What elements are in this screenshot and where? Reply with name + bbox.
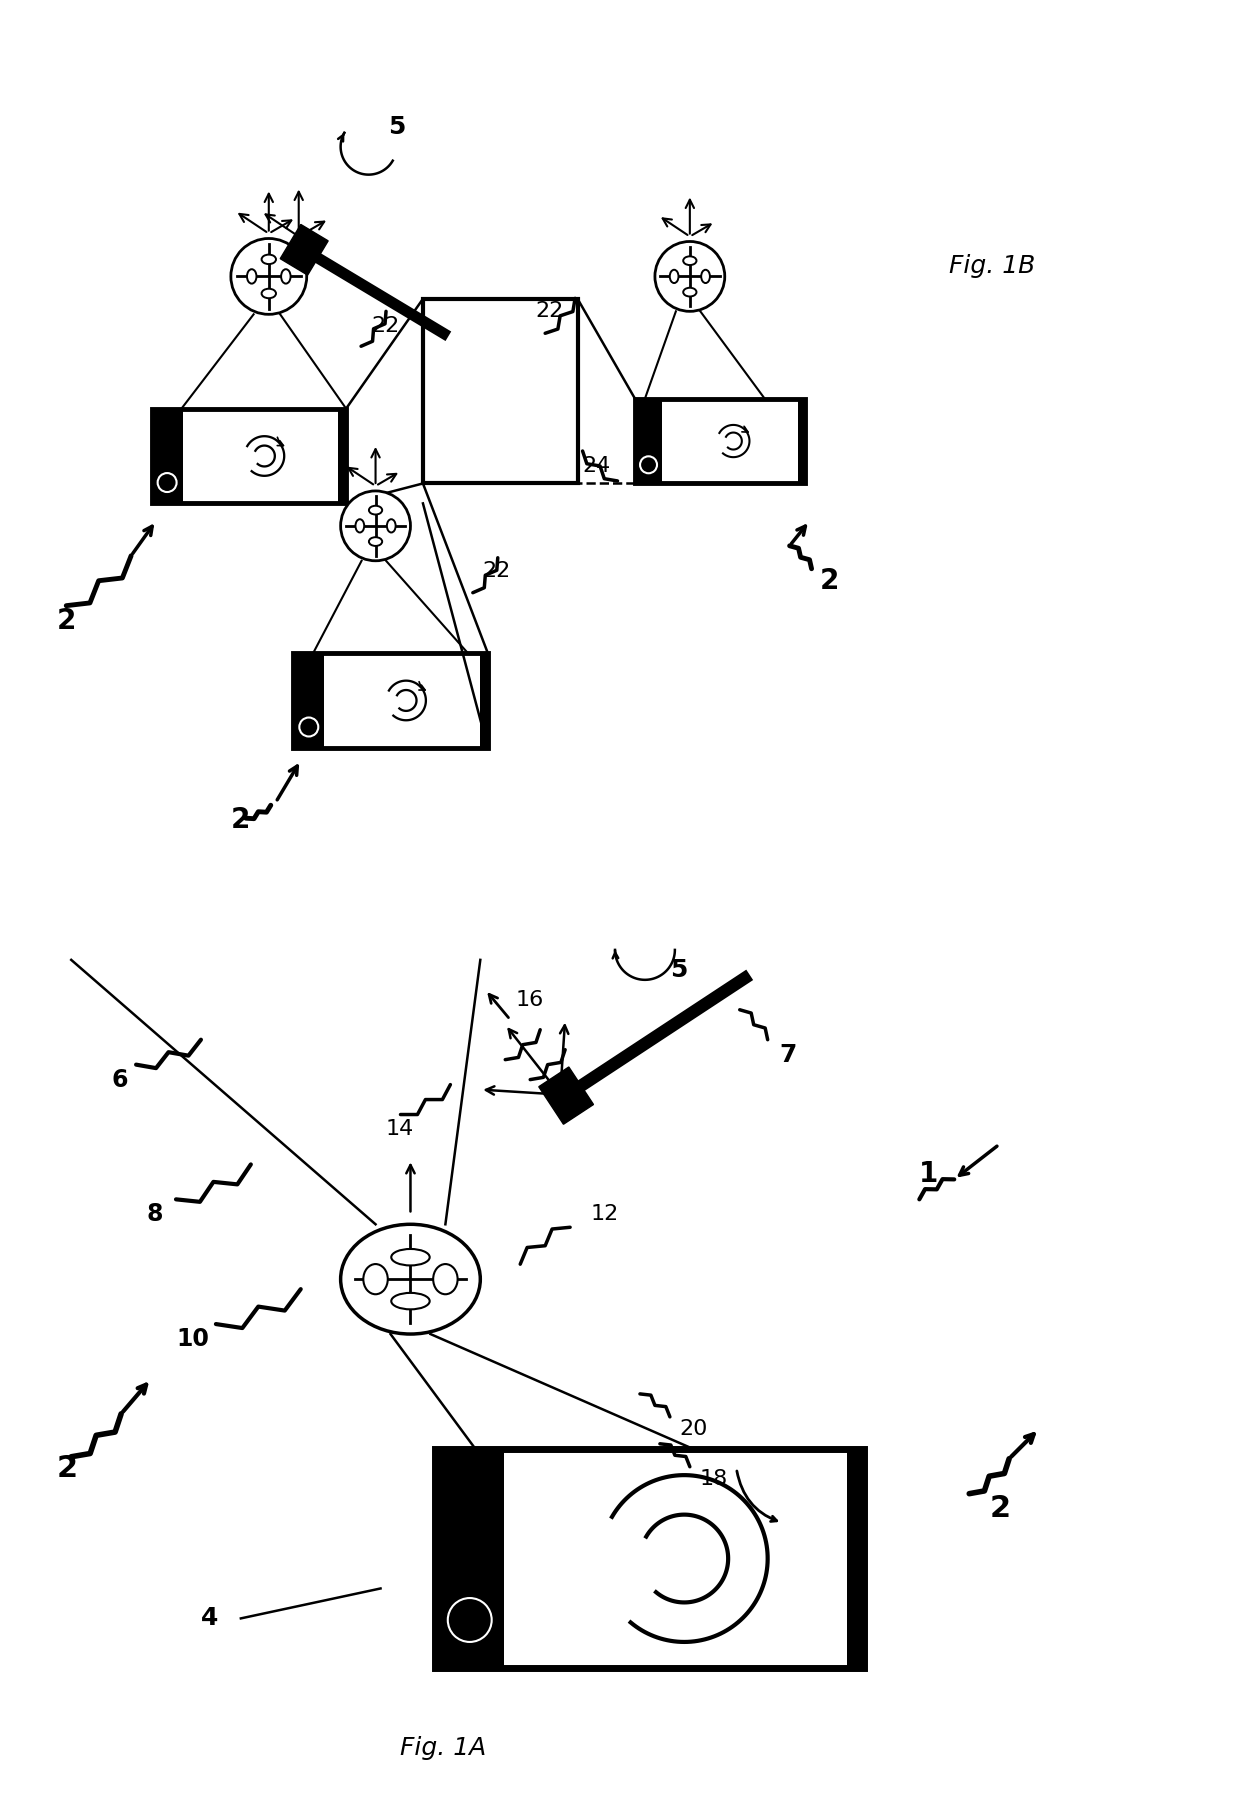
Circle shape bbox=[231, 239, 306, 315]
Text: 22: 22 bbox=[482, 561, 511, 581]
Circle shape bbox=[640, 456, 657, 474]
Ellipse shape bbox=[281, 270, 290, 284]
Polygon shape bbox=[539, 1067, 594, 1123]
Text: 5: 5 bbox=[388, 114, 405, 139]
Ellipse shape bbox=[370, 507, 382, 514]
Text: 18: 18 bbox=[699, 1469, 728, 1489]
Text: 2: 2 bbox=[231, 807, 250, 834]
Bar bbox=[151, 409, 346, 503]
Circle shape bbox=[655, 241, 724, 311]
Text: 24: 24 bbox=[583, 456, 611, 476]
Ellipse shape bbox=[433, 1264, 458, 1293]
Ellipse shape bbox=[683, 288, 697, 297]
Bar bbox=[635, 398, 805, 483]
Text: 8: 8 bbox=[146, 1203, 162, 1227]
Text: 2: 2 bbox=[56, 1454, 77, 1483]
Ellipse shape bbox=[387, 519, 396, 532]
Ellipse shape bbox=[363, 1264, 388, 1293]
Ellipse shape bbox=[392, 1248, 430, 1266]
Text: 2: 2 bbox=[990, 1494, 1011, 1523]
Ellipse shape bbox=[701, 270, 711, 282]
Bar bbox=[435, 1449, 505, 1668]
Bar bbox=[423, 298, 578, 483]
Text: 22: 22 bbox=[371, 317, 399, 336]
Ellipse shape bbox=[262, 255, 277, 264]
Text: 7: 7 bbox=[780, 1042, 797, 1067]
Text: 4: 4 bbox=[201, 1606, 218, 1630]
Bar bbox=[847, 1449, 864, 1668]
Text: 16: 16 bbox=[516, 990, 543, 1009]
Text: Fig. 1B: Fig. 1B bbox=[950, 255, 1035, 279]
Bar bbox=[435, 1449, 864, 1668]
Text: 10: 10 bbox=[176, 1328, 208, 1351]
Ellipse shape bbox=[262, 289, 277, 298]
Circle shape bbox=[299, 718, 319, 736]
Polygon shape bbox=[280, 224, 329, 275]
Ellipse shape bbox=[392, 1293, 430, 1310]
Circle shape bbox=[157, 474, 176, 492]
Circle shape bbox=[448, 1597, 492, 1643]
Text: 5: 5 bbox=[670, 957, 687, 982]
Bar bbox=[339, 409, 346, 503]
Ellipse shape bbox=[247, 270, 257, 284]
Ellipse shape bbox=[683, 257, 697, 266]
Text: 1: 1 bbox=[919, 1160, 939, 1189]
Text: 20: 20 bbox=[680, 1418, 708, 1438]
Ellipse shape bbox=[370, 537, 382, 546]
Ellipse shape bbox=[341, 1225, 480, 1333]
Ellipse shape bbox=[670, 270, 678, 282]
Bar bbox=[635, 398, 662, 483]
Bar bbox=[293, 653, 487, 747]
Text: Fig. 1A: Fig. 1A bbox=[401, 1737, 487, 1760]
Bar bbox=[797, 398, 805, 483]
Text: 6: 6 bbox=[112, 1067, 128, 1091]
Text: 2: 2 bbox=[820, 566, 839, 595]
Bar bbox=[293, 653, 325, 747]
Bar bbox=[480, 653, 487, 747]
Text: 12: 12 bbox=[590, 1205, 619, 1225]
Bar bbox=[151, 409, 182, 503]
Text: 2: 2 bbox=[56, 606, 76, 635]
Text: 22: 22 bbox=[536, 302, 563, 322]
Circle shape bbox=[341, 490, 410, 561]
Text: 14: 14 bbox=[386, 1120, 414, 1140]
Ellipse shape bbox=[356, 519, 365, 532]
